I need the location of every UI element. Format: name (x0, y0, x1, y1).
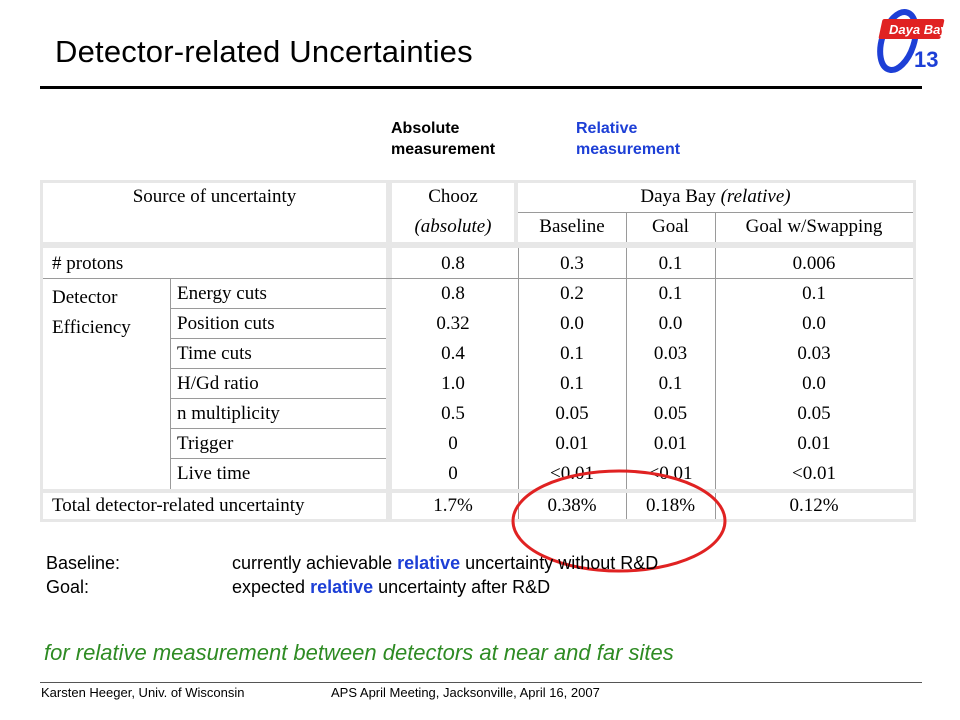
row-chooz: 0.4 (441, 343, 465, 364)
row-label: n multiplicity (177, 403, 280, 424)
row-baseline: 0.0 (560, 313, 584, 334)
protons-chooz: 0.8 (441, 253, 465, 274)
definition-text: uncertainty after R&D (373, 577, 551, 597)
total-label: Total detector-related uncertainty (52, 495, 305, 516)
definitions: Baseline: currently achievable relative u… (46, 551, 658, 599)
row-swapping: 0.01 (797, 433, 831, 454)
highlight-ellipse (511, 469, 727, 573)
row-goal: 0.1 (658, 283, 683, 304)
row-goal: 0.05 (653, 403, 688, 424)
total-baseline: 0.38% (547, 495, 597, 516)
row-divider (170, 338, 386, 339)
theta-13-logo-icon: Daya Bay 13 (877, 9, 948, 73)
header-chooz-box (392, 183, 514, 242)
efficiency-group-label: Detector Efficiency (52, 287, 131, 338)
absolute-measurement-label: Absolute measurement (391, 120, 496, 158)
divider-protons-row (43, 278, 913, 279)
header-source: Source of uncertainty (132, 186, 297, 207)
slide-title: Detector-related Uncertainties (55, 34, 473, 69)
row-divider (170, 368, 386, 369)
row-divider (170, 458, 386, 459)
body-values-box (392, 248, 913, 489)
row-swapping: 0.0 (802, 373, 826, 394)
definition-goal: Goal: expected relative uncertainty after… (46, 575, 658, 599)
row-baseline: 0.01 (555, 433, 589, 454)
row-chooz: 0.32 (436, 313, 470, 334)
divider-chooz-baseline (518, 248, 519, 489)
row-swapping: <0.01 (792, 463, 836, 484)
row-goal: 0.03 (653, 343, 688, 364)
protons-swapping: 0.006 (792, 253, 836, 274)
definition-baseline: Baseline: currently achievable relative u… (46, 551, 658, 575)
row-swapping: 0.1 (802, 283, 826, 304)
header-goal: Goal (652, 216, 689, 237)
footer-author: Karsten Heeger, Univ. of Wisconsin (41, 685, 245, 700)
row-label: Live time (177, 463, 251, 484)
protons-goal: 0.1 (658, 253, 683, 274)
total-goal: 0.18% (645, 495, 696, 516)
total-swapping: 0.12% (789, 495, 839, 516)
uncertainty-table: Source of uncertainty Chooz (absolute) D… (40, 180, 916, 522)
row-baseline: 0.05 (555, 403, 589, 424)
row-baseline: 0.1 (560, 343, 584, 364)
row-divider (170, 398, 386, 399)
row-baseline: 0.1 (560, 373, 584, 394)
row-baseline: 0.2 (560, 283, 584, 304)
row-label: Position cuts (177, 313, 275, 334)
divider-goal-swapping-total (715, 493, 716, 519)
definition-text: currently achievable (232, 553, 398, 573)
definition-label: Baseline: (46, 553, 121, 573)
footer-rule (40, 682, 922, 683)
row-label: Trigger (177, 433, 234, 454)
relative-measurement-note: for relative measurement between detecto… (44, 640, 674, 665)
definition-text: expected (232, 577, 311, 597)
header-source-box (43, 183, 386, 242)
header-baseline: Baseline (539, 216, 605, 237)
title-rule (40, 86, 922, 89)
divider-goal-swapping-body (715, 248, 716, 489)
header-dayabay-name: Daya Bay (640, 186, 721, 207)
row-goal: 0.1 (658, 373, 683, 394)
row-chooz: 0 (448, 433, 458, 454)
row-goal: <0.01 (648, 463, 693, 484)
protons-label: # protons (52, 253, 124, 274)
row-swapping: 0.0 (802, 313, 826, 334)
definition-text: uncertainty without R&D (460, 553, 659, 573)
protons-baseline: 0.3 (560, 253, 584, 274)
row-label: Time cuts (177, 343, 252, 364)
divider-baseline-goal-total (626, 493, 627, 519)
row-chooz: 0.5 (441, 403, 465, 424)
footer-event: APS April Meeting, Jacksonville, April 1… (331, 685, 600, 700)
definition-emphasis: relative (397, 553, 461, 573)
row-divider (170, 308, 386, 309)
row-chooz: 1.0 (441, 373, 465, 394)
total-chooz: 1.7% (433, 495, 473, 516)
total-values-box (392, 493, 913, 519)
divider-baseline-goal-body (626, 248, 627, 489)
relative-measurement-label: Relative measurement (576, 120, 681, 158)
logo-subscript: 13 (914, 47, 938, 72)
row-goal: 0.01 (653, 433, 688, 454)
divider-group-label (170, 278, 171, 489)
total-label-box (43, 493, 386, 519)
definition-emphasis: relative (310, 577, 374, 597)
row-swapping: 0.03 (797, 343, 831, 364)
row-divider (170, 428, 386, 429)
header-dayabay-qualifier: (relative) (720, 186, 791, 207)
row-chooz: 0.8 (441, 283, 465, 304)
divider-goal-swapping (715, 213, 716, 242)
divider-baseline-goal (626, 213, 627, 242)
definition-label: Goal: (46, 577, 90, 597)
row-goal: 0.0 (658, 313, 683, 334)
header-dayabay: Daya Bay (relative) (518, 186, 913, 208)
header-chooz-sub: (absolute) (414, 216, 492, 237)
header-chooz: Chooz (428, 186, 478, 207)
logo-text: Daya Bay (889, 22, 948, 37)
row-label: Energy cuts (177, 283, 267, 304)
row-label: H/Gd ratio (177, 373, 259, 394)
row-chooz: 0 (448, 463, 458, 484)
row-swapping: 0.05 (797, 403, 831, 424)
header-swapping: Goal w/Swapping (745, 216, 883, 237)
header-divider (518, 212, 913, 213)
